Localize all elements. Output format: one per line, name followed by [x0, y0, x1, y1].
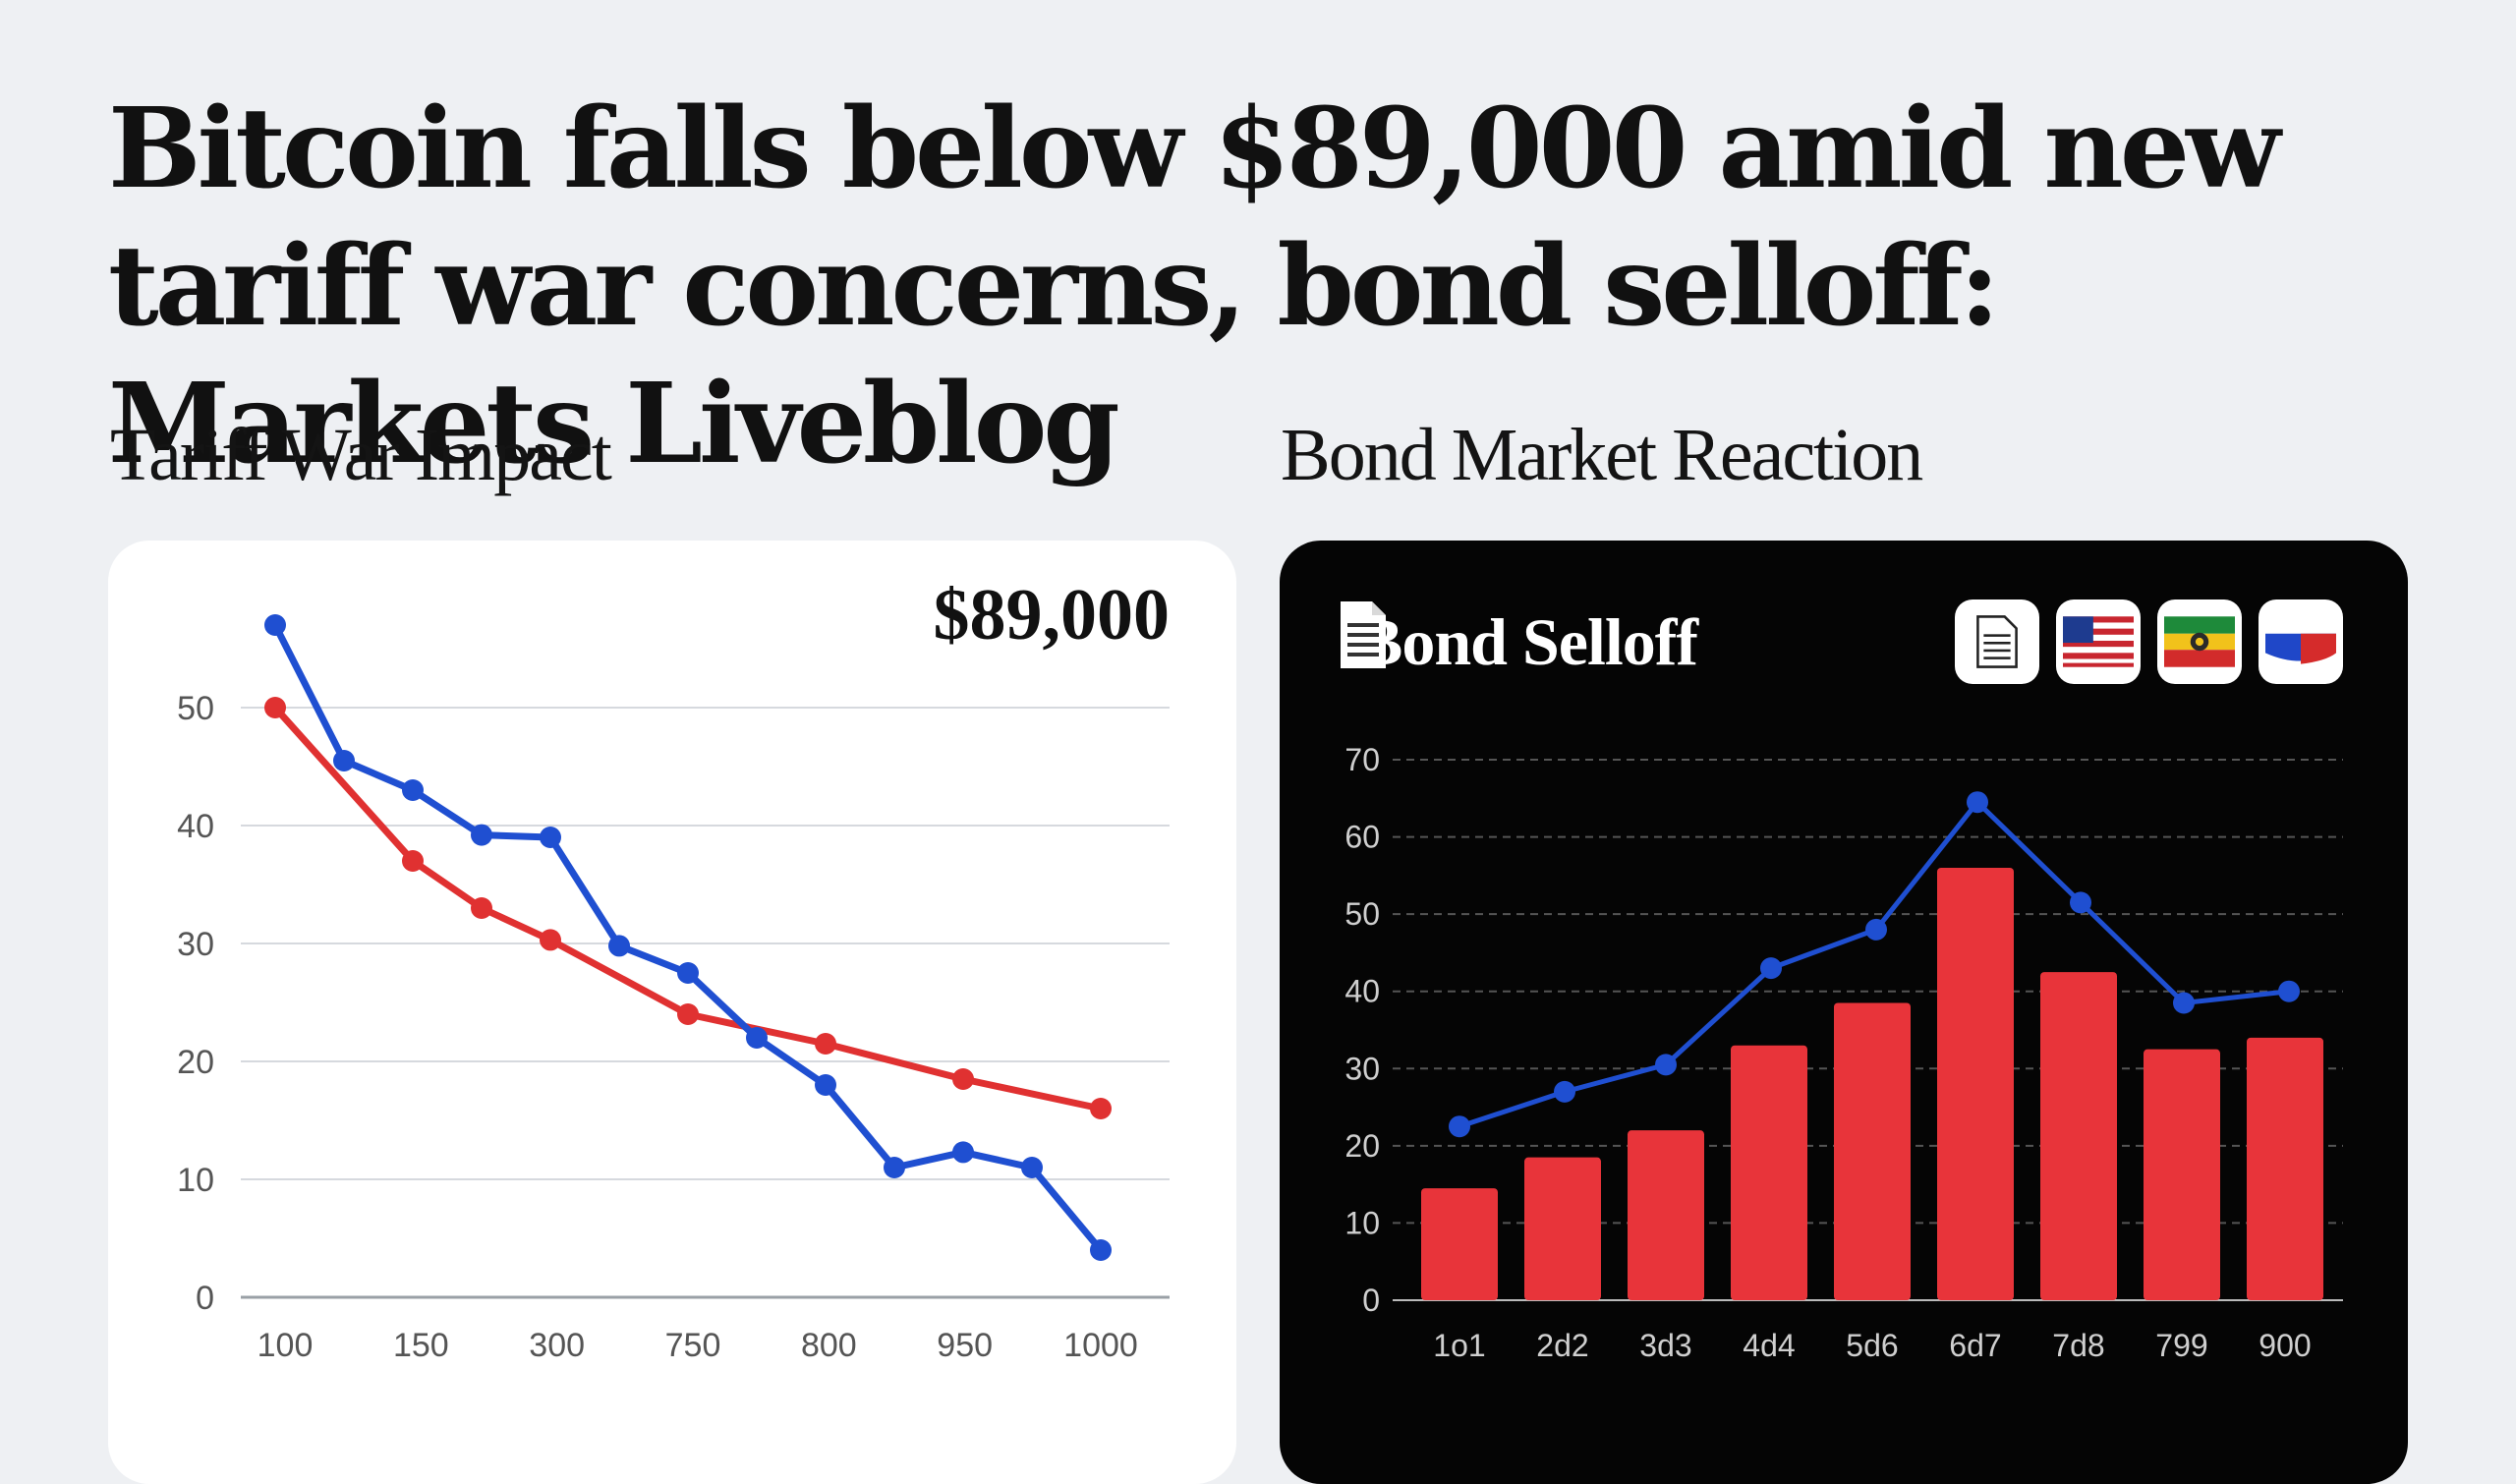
document-icon[interactable]: [1955, 599, 2039, 684]
bar: [2040, 972, 2117, 1300]
tariff-line-chart-card: 0 10 20 30 40 50 100 150 300 750 800 950 1000 $89,000: [108, 541, 1236, 1484]
x-tick-label: 2d2: [1536, 1328, 1588, 1363]
x-tick-label: 1000: [1063, 1327, 1138, 1364]
bar: [1731, 1045, 1807, 1300]
data-point: [1021, 1157, 1043, 1178]
bar: [1524, 1157, 1601, 1300]
data-point: [540, 929, 561, 951]
x-tick-label: 800: [801, 1327, 857, 1364]
data-point: [1090, 1098, 1112, 1119]
data-point: [952, 1068, 974, 1090]
x-tick-label: 300: [529, 1327, 585, 1364]
data-point: [884, 1157, 905, 1178]
y-tick-label: 40: [177, 808, 214, 845]
y-tick-label: 20: [1344, 1128, 1380, 1164]
data-point: [746, 1027, 768, 1049]
data-point: [677, 962, 699, 984]
bond-card-title: Bond Selloff: [1358, 603, 1698, 679]
data-point: [1655, 1054, 1677, 1076]
y-tick-label: 0: [1362, 1283, 1380, 1318]
bar: [1628, 1130, 1704, 1300]
document-icon: [1341, 601, 1386, 668]
flag-icon[interactable]: [2157, 599, 2242, 684]
y-tick-label: 10: [1344, 1205, 1380, 1240]
y-tick-label: 0: [196, 1280, 214, 1317]
data-point: [471, 897, 492, 919]
series-line: [271, 621, 1105, 1254]
data-point: [815, 1033, 836, 1055]
data-point: [608, 935, 630, 957]
x-tick-label: 3d3: [1639, 1328, 1691, 1363]
tariff-line-chart: 0 10 20 30 40 50 100 150 300 750 800 950 1000 $89,000: [177, 575, 1171, 1364]
right-section-title: Bond Market Reaction: [1281, 414, 1923, 496]
bar: [1834, 1002, 1911, 1300]
data-point: [952, 1141, 974, 1164]
y-tick-label: 30: [1344, 1051, 1380, 1086]
flag-icon[interactable]: [2259, 599, 2343, 684]
y-tick-label: 30: [177, 926, 214, 963]
us-flag-icon[interactable]: [2056, 599, 2141, 684]
data-point: [1760, 957, 1782, 980]
x-tick-label: 5d6: [1846, 1328, 1898, 1363]
data-point: [2070, 891, 2091, 914]
data-point: [1090, 1239, 1112, 1261]
bar: [1937, 868, 2014, 1300]
data-point: [402, 850, 424, 872]
y-tick-label: 70: [1344, 742, 1380, 777]
bar: [1421, 1188, 1498, 1300]
data-point: [815, 1074, 836, 1096]
x-tick-label: 799: [2155, 1328, 2207, 1363]
x-tick-label: 750: [665, 1327, 721, 1364]
data-point: [1967, 791, 1988, 814]
data-point: [333, 750, 355, 771]
x-tick-label: 1o1: [1433, 1328, 1485, 1363]
headline: Bitcoin falls below $89,000 amid new tar…: [108, 85, 2281, 488]
price-annotation: $89,000: [934, 575, 1171, 656]
y-tick-label: 40: [1344, 974, 1380, 1009]
bond-bar-chart-card: Bond Selloff: [1280, 541, 2408, 1484]
x-tick-label: 150: [393, 1327, 449, 1364]
series-line: [271, 704, 1105, 1113]
x-tick-label: 6d7: [1949, 1328, 2001, 1363]
data-point: [1865, 918, 1887, 941]
left-section-title: Tariff War Impact: [110, 414, 612, 496]
y-tick-label: 60: [1344, 820, 1380, 855]
x-tick-label: 100: [257, 1327, 314, 1364]
data-point: [2173, 992, 2195, 1014]
data-point: [540, 827, 561, 848]
y-tick-label: 50: [1344, 896, 1380, 932]
data-point: [264, 697, 286, 718]
bond-card-header: Bond Selloff: [1337, 598, 1698, 686]
x-tick-label: 900: [2259, 1328, 2311, 1363]
data-point: [2278, 980, 2300, 1002]
icon-row: [1955, 599, 2343, 684]
bond-bar-chart: 0 10 20 30 40 50 60 70 1o1 2d2 3d3 4d4 5d6 6d7 7d8 799 9…: [1344, 742, 2343, 1363]
data-point: [1554, 1080, 1575, 1103]
data-point: [471, 824, 492, 846]
bar: [2247, 1037, 2323, 1300]
x-tick-label: 4d4: [1743, 1328, 1795, 1363]
data-point: [264, 614, 286, 636]
bar: [2144, 1049, 2220, 1300]
x-tick-label: 950: [937, 1327, 993, 1364]
y-tick-label: 50: [177, 690, 214, 727]
data-point: [1449, 1115, 1470, 1138]
y-tick-label: 20: [177, 1044, 214, 1081]
y-tick-label: 10: [177, 1162, 214, 1199]
x-tick-label: 7d8: [2052, 1328, 2104, 1363]
data-point: [402, 779, 424, 801]
data-point: [677, 1003, 699, 1025]
